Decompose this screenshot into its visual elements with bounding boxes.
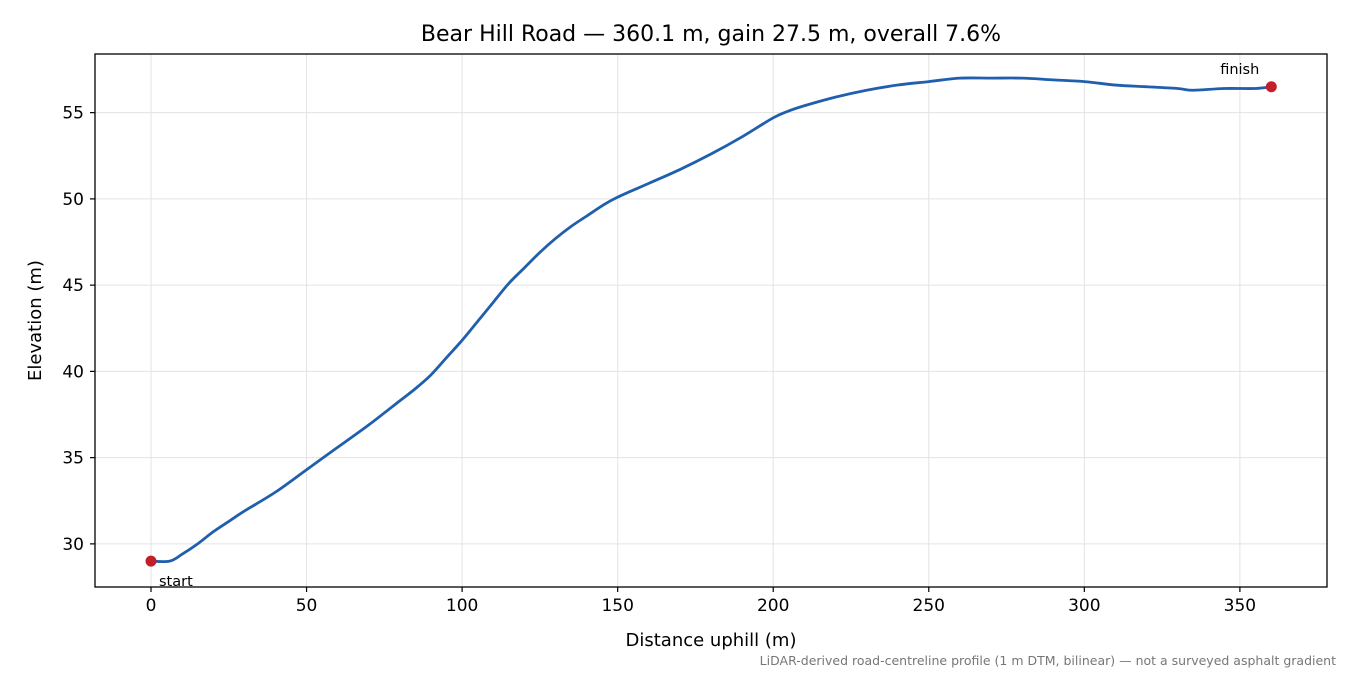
start-label: start: [159, 574, 193, 590]
y-tick-label: 50: [62, 190, 84, 210]
x-axis-label: Distance uphill (m): [626, 630, 797, 651]
plot-frame: [94, 53, 1328, 588]
series-layer: [149, 76, 1273, 564]
chart-title: Bear Hill Road — 360.1 m, gain 27.5 m, o…: [421, 22, 1001, 47]
x-tick-label: 100: [446, 596, 478, 616]
y-tick-label: 55: [62, 104, 84, 124]
x-tick-label: 50: [296, 596, 318, 616]
chart-caption: LiDAR-derived road-centreline profile (1…: [760, 653, 1336, 668]
y-axis-label: Elevation (m): [25, 260, 46, 381]
gridlines: [95, 54, 1327, 587]
x-tick-label: 0: [146, 596, 157, 616]
finish-marker: [1265, 81, 1277, 93]
x-tick-label: 300: [1068, 596, 1100, 616]
markers-layer: start finish: [145, 62, 1277, 590]
axis-ticks: 0 50 100 150 200 250 300 350 30 35 40 45 50 55: [62, 104, 1256, 616]
x-tick-label: 200: [757, 596, 789, 616]
finish-label: finish: [1220, 62, 1259, 78]
x-tick-label: 350: [1224, 596, 1256, 616]
x-tick-label: 250: [913, 596, 945, 616]
x-tick-label: 150: [601, 596, 633, 616]
y-tick-label: 40: [62, 362, 84, 382]
y-tick-label: 30: [62, 535, 84, 555]
y-tick-label: 45: [62, 276, 84, 296]
elevation-line: [149, 76, 1273, 564]
start-marker: [145, 555, 157, 567]
y-tick-label: 35: [62, 449, 84, 469]
